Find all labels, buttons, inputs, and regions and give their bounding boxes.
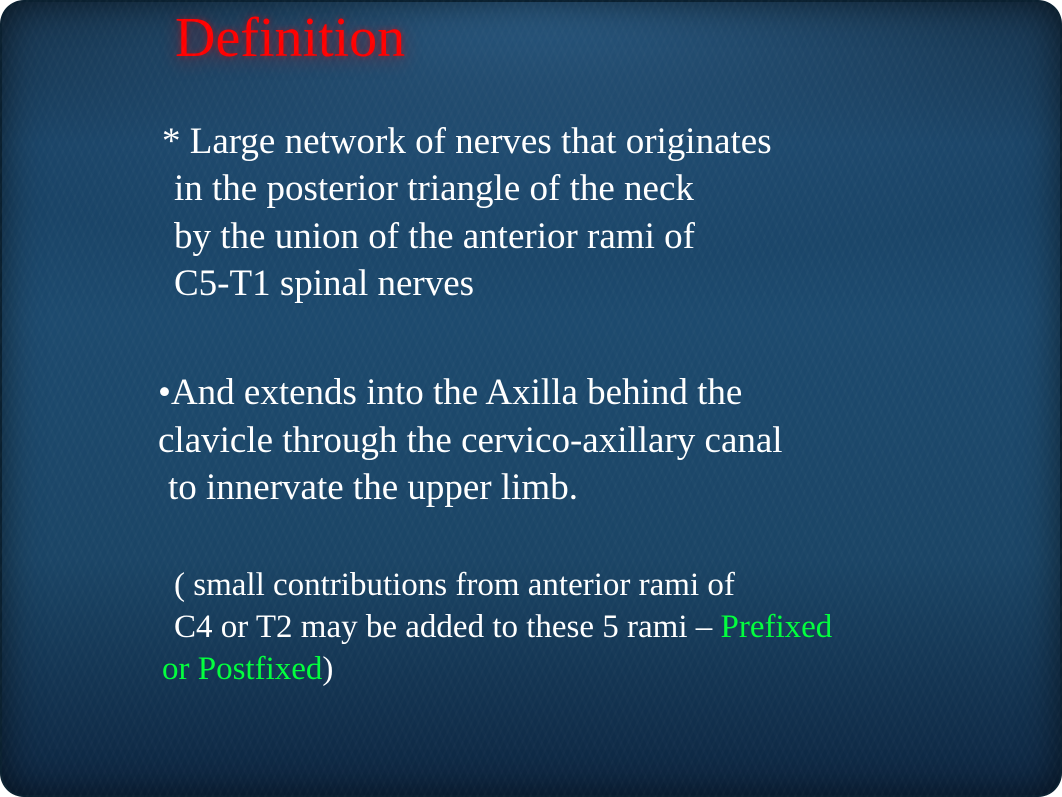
slide-title: Definition [175, 6, 405, 70]
p3-highlight-postfixed: or Postfixed [162, 651, 322, 687]
paragraph-3: ( small contributions from anterior rami… [162, 564, 1042, 691]
p3-line-2-plain: C4 or T2 may be added to these 5 rami – [174, 609, 721, 645]
p2-line-1: •And extends into the Axilla behind the [158, 369, 1042, 416]
paragraph-1: * Large network of nerves that originate… [162, 118, 1042, 307]
slide: Definition * Large network of nerves tha… [0, 0, 1062, 797]
p3-highlight-prefixed: Prefixed [721, 609, 833, 645]
p1-line-1: * Large network of nerves that originate… [162, 118, 1042, 165]
slide-body: * Large network of nerves that originate… [162, 118, 1042, 690]
p3-line-2: C4 or T2 may be added to these 5 rami – … [162, 606, 1042, 648]
p1-line-4: C5-T1 spinal nerves [162, 260, 1042, 307]
p3-line-1: ( small contributions from anterior rami… [162, 564, 1042, 606]
paragraph-2: •And extends into the Axilla behind the … [158, 369, 1042, 511]
p3-line-3-plain: ) [322, 651, 333, 687]
p1-line-2: in the posterior triangle of the neck [162, 165, 1042, 212]
p1-line-3: by the union of the anterior rami of [162, 213, 1042, 260]
p2-line-2: clavicle through the cervico-axillary ca… [158, 417, 1042, 464]
p2-line-3: to innervate the upper limb. [158, 464, 1042, 511]
p3-line-3: or Postfixed) [162, 648, 1042, 690]
